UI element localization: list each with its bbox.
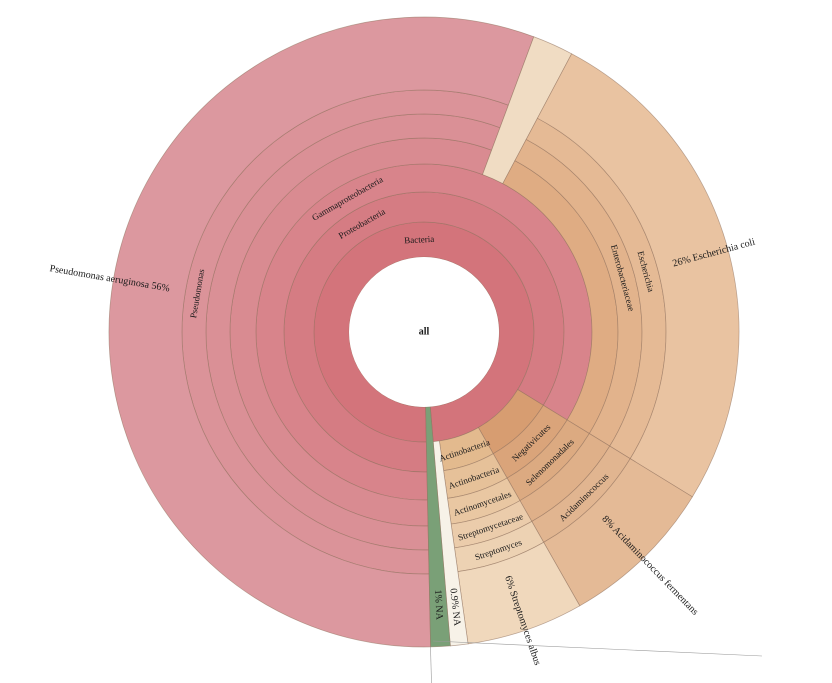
external-label: 1% NA	[432, 589, 445, 621]
leader-line	[432, 640, 763, 657]
leader-line	[430, 646, 432, 683]
sunburst-wedges	[108, 16, 740, 648]
external-label: 0.9% NA	[447, 588, 462, 628]
sunburst-segment-pseudomonas-aeruginosa	[108, 16, 535, 648]
ring-label: Bacteria	[404, 234, 434, 246]
sunburst-segment-escherichia-coli	[536, 53, 740, 498]
center-label: all	[419, 327, 430, 338]
sunburst-center	[349, 257, 499, 407]
